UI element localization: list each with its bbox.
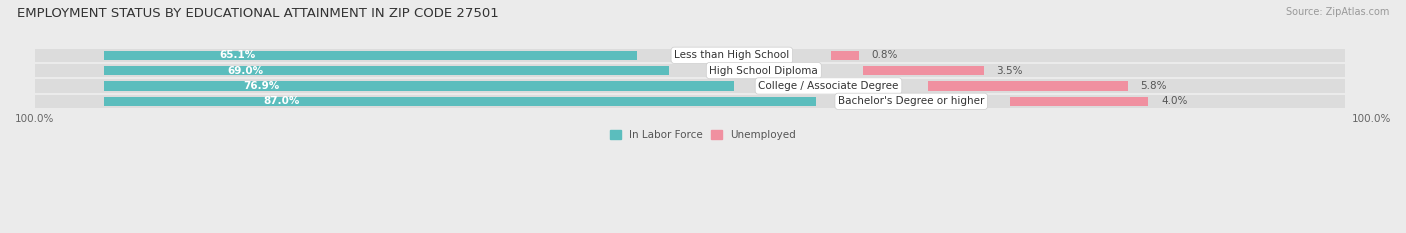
Bar bbox=[35, 64, 1346, 77]
Bar bbox=[104, 51, 637, 60]
Text: 5.8%: 5.8% bbox=[1140, 81, 1167, 91]
Text: 0.8%: 0.8% bbox=[872, 50, 898, 60]
Bar bbox=[863, 66, 984, 75]
Text: 69.0%: 69.0% bbox=[226, 66, 263, 76]
Bar bbox=[104, 66, 669, 75]
Text: High School Diploma: High School Diploma bbox=[710, 66, 818, 76]
Text: 65.1%: 65.1% bbox=[219, 50, 254, 60]
Text: EMPLOYMENT STATUS BY EDUCATIONAL ATTAINMENT IN ZIP CODE 27501: EMPLOYMENT STATUS BY EDUCATIONAL ATTAINM… bbox=[17, 7, 499, 20]
Bar bbox=[35, 79, 1346, 93]
Bar bbox=[1011, 96, 1149, 106]
Bar bbox=[104, 96, 817, 106]
Bar bbox=[35, 49, 1346, 62]
Text: College / Associate Degree: College / Associate Degree bbox=[758, 81, 898, 91]
Bar bbox=[831, 51, 859, 60]
Text: Bachelor's Degree or higher: Bachelor's Degree or higher bbox=[838, 96, 984, 106]
Bar bbox=[928, 81, 1128, 91]
Text: 76.9%: 76.9% bbox=[243, 81, 280, 91]
Legend: In Labor Force, Unemployed: In Labor Force, Unemployed bbox=[610, 130, 796, 140]
Text: 3.5%: 3.5% bbox=[997, 66, 1024, 76]
Text: 87.0%: 87.0% bbox=[264, 96, 299, 106]
Bar bbox=[35, 95, 1346, 108]
Text: Less than High School: Less than High School bbox=[675, 50, 790, 60]
Text: 4.0%: 4.0% bbox=[1161, 96, 1188, 106]
Text: Source: ZipAtlas.com: Source: ZipAtlas.com bbox=[1285, 7, 1389, 17]
Bar bbox=[104, 81, 734, 91]
